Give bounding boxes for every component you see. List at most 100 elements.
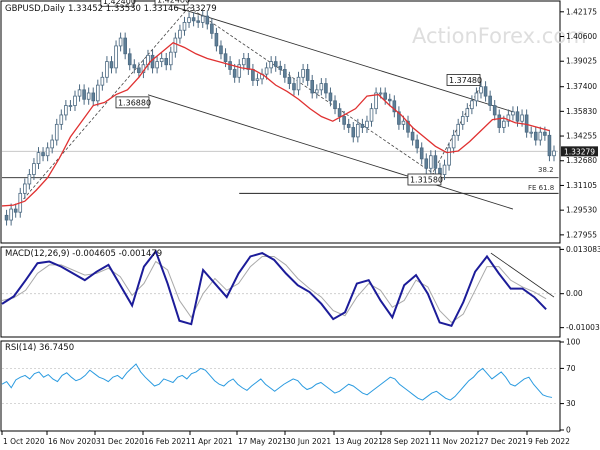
candle-body	[246, 58, 251, 70]
rsi-layer	[1, 363, 558, 405]
candle-body	[68, 105, 73, 107]
candle-body	[100, 76, 105, 86]
candle-body	[200, 15, 205, 23]
pivot-box	[115, 96, 150, 109]
candle-body	[9, 208, 13, 221]
price-layer: 1.42400 1.42480 1.36880 1.37480 1.31580 38.2 F…	[1, 0, 559, 226]
candle-body	[470, 100, 474, 110]
candle-body	[232, 69, 237, 78]
candle-body	[168, 51, 173, 66]
candle-body	[255, 78, 260, 81]
candle-body	[492, 105, 497, 116]
fib-38-label: 38.2	[538, 166, 554, 174]
rsi-panel: RSI(14) 36.7450	[0, 340, 561, 432]
candle-body	[392, 100, 397, 113]
price-tick-label: 1.37400	[566, 82, 597, 91]
candle-body	[82, 89, 86, 100]
candle-body	[278, 65, 283, 70]
candle-body	[287, 76, 292, 84]
fe-618-label: FE 61.8	[528, 184, 554, 192]
x-tick-label: 31 Dec 2020	[96, 437, 144, 446]
pivot-box	[446, 74, 481, 86]
candle-body	[269, 61, 273, 69]
candle-body	[429, 155, 433, 169]
candle-body	[520, 114, 524, 122]
ohlc-label: 1.33452 1.33530 1.33146 1.33279	[68, 4, 217, 14]
candle-body	[27, 174, 32, 185]
candle-body	[210, 23, 214, 34]
rsi-panel-frame	[0, 340, 561, 432]
candle-body	[369, 108, 374, 122]
candle-body	[127, 53, 132, 66]
macd-panel: MACD(12,26,9) -0.004605 -0.001479	[0, 246, 561, 338]
macd-tick-label: 0.013083	[566, 245, 600, 254]
x-tick-label: 1 Oct 2020	[3, 437, 45, 446]
candle-body	[442, 164, 447, 175]
dashed-downtrend	[188, 6, 441, 179]
candle-body	[533, 131, 538, 141]
pivot-box	[100, 0, 135, 7]
candle-body	[4, 214, 9, 221]
x-tick-label: 1 Apr 2021	[191, 437, 233, 446]
candle-body	[319, 83, 324, 91]
candle-body	[552, 150, 556, 157]
candle-body	[401, 120, 406, 125]
rsi-tick-label: 0	[566, 426, 571, 435]
price-tick-label: 1.39025	[566, 57, 597, 66]
axis-layer: 1.42175 1.40600 1.39025 1.37400 1.35830 1.342…	[1, 7, 600, 446]
candle-body	[132, 64, 137, 69]
rsi-tick-label: 70	[566, 364, 576, 373]
candle-body	[155, 61, 159, 69]
x-tick-label: 17 May 2021	[238, 437, 287, 446]
timeframe-sep: ,	[41, 4, 44, 14]
price-tick-label: 1.32680	[566, 156, 597, 165]
candle-body	[346, 123, 351, 128]
candle-body	[173, 37, 178, 53]
rsi-line	[1, 363, 553, 401]
candle-body	[36, 152, 41, 164]
pivot-label: 1.42400	[103, 0, 136, 6]
last-price-tag	[561, 146, 598, 157]
candle-body	[337, 108, 342, 117]
dashed-uptrend	[19, 6, 190, 204]
candle-body	[159, 58, 164, 63]
candle-body	[483, 86, 488, 97]
candle-body	[223, 53, 228, 63]
candle-body	[415, 139, 419, 149]
candle-body	[296, 76, 301, 91]
candle-body	[506, 114, 511, 122]
candle-body	[164, 58, 169, 66]
rsi-label: RSI(14) 36.7450	[5, 343, 74, 353]
macd-line	[1, 249, 547, 328]
macd-tick-label: 0.00	[566, 289, 583, 298]
candle-body	[324, 83, 328, 94]
channel-upper	[175, 6, 514, 113]
channel-lower	[147, 94, 514, 210]
x-tick-label: 30 Jun 2021	[286, 437, 331, 446]
candle-body	[419, 147, 424, 160]
candle-body	[474, 92, 479, 102]
candle-body	[479, 86, 483, 94]
candle-body	[191, 17, 196, 22]
x-tick-label: 13 Aug 2021	[335, 437, 383, 446]
price-tick-label: 1.31105	[566, 181, 597, 190]
rsi-tick-label: 30	[566, 399, 576, 408]
price-tick-label: 1.29530	[566, 206, 597, 215]
price-tick-label: 1.35830	[566, 107, 597, 116]
candle-body	[424, 158, 429, 169]
pivot-label: 1.36880	[118, 98, 151, 107]
candle-body	[301, 69, 305, 78]
candle-body	[543, 131, 547, 136]
pivot-box	[154, 0, 189, 6]
candle-body	[205, 15, 210, 25]
candle-body	[114, 45, 118, 69]
candle-body	[264, 67, 269, 75]
price-tick-label: 1.34255	[566, 132, 597, 141]
price-header: GBPUSD,Daily 1.33452 1.33530 1.33146 1.33…	[5, 4, 217, 14]
candle-body	[465, 108, 470, 117]
candle-body	[196, 20, 200, 23]
candle-body	[178, 29, 182, 39]
candle-body	[328, 92, 333, 102]
candle-body	[502, 120, 506, 128]
